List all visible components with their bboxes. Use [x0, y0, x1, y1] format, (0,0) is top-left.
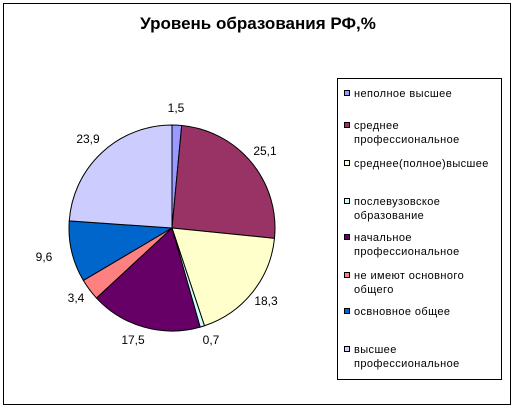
- legend-swatch: [344, 346, 350, 352]
- pie-slice: [171, 124, 276, 239]
- legend-label: не имеют основного общего: [354, 270, 465, 296]
- pie-slice: [95, 227, 201, 332]
- legend-swatch: [344, 198, 350, 204]
- data-label: 18,3: [254, 294, 278, 308]
- data-label: 1,5: [168, 101, 185, 115]
- legend-label: послевузовское образование: [354, 196, 441, 222]
- legend-swatch: [344, 272, 350, 278]
- chart-title: Уровень образования РФ,%: [140, 14, 376, 33]
- legend-label: среднее профессиональное: [354, 120, 460, 146]
- legend-label: среднее(полное)высшее: [354, 158, 489, 170]
- data-label: 17,5: [121, 333, 145, 347]
- data-label: 9,6: [36, 250, 53, 264]
- data-label: 3,4: [68, 291, 85, 305]
- legend-label: высшее профессиональное: [354, 344, 460, 370]
- legend-swatch: [344, 90, 350, 96]
- legend-swatch: [344, 122, 350, 128]
- data-label: 0,7: [203, 333, 220, 347]
- legend-swatch: [344, 160, 350, 166]
- pie-slice: [171, 227, 276, 327]
- data-label: 25,1: [253, 144, 277, 158]
- legend-swatch: [344, 308, 350, 314]
- pie-slice: [68, 124, 173, 229]
- legend: неполное высшее среднее профессиональное с…: [337, 78, 502, 380]
- data-label: 23,9: [76, 132, 100, 146]
- legend-swatch: [344, 234, 350, 240]
- legend-label: начальное профессиональное: [354, 232, 460, 258]
- legend-label: освновное общее: [354, 306, 451, 318]
- legend-label: неполное высшее: [354, 88, 453, 100]
